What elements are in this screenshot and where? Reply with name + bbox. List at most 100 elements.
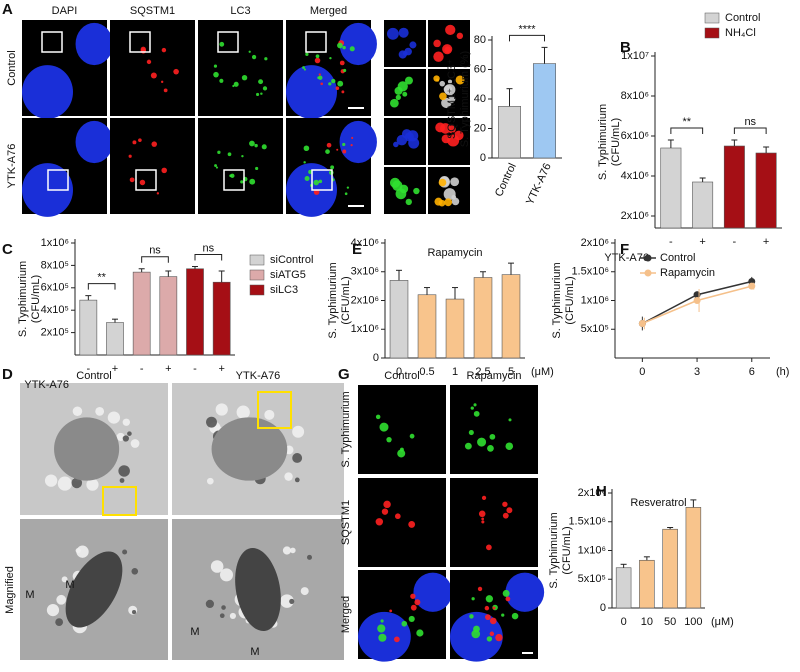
micrograph xyxy=(450,478,538,567)
signal xyxy=(264,57,268,61)
signal xyxy=(255,166,259,171)
signal xyxy=(72,406,83,417)
signal xyxy=(342,142,346,147)
row-label: Merged xyxy=(340,596,352,633)
signal xyxy=(390,98,399,108)
signal xyxy=(214,164,217,168)
signal xyxy=(442,44,453,55)
signal xyxy=(443,188,456,201)
bar xyxy=(692,181,714,229)
column-label: DAPI xyxy=(52,5,78,17)
signal xyxy=(206,477,214,485)
signal xyxy=(221,605,226,610)
marker-label: M xyxy=(250,646,259,658)
bar xyxy=(473,277,493,359)
signal xyxy=(408,137,420,149)
y-tick-label: 1x10⁶ xyxy=(41,237,69,249)
signal xyxy=(473,403,477,407)
y-axis-label: SQSTM1⁺ LC3⁺ xyxy=(446,59,458,139)
signal xyxy=(413,187,420,195)
signal xyxy=(86,478,99,491)
signal xyxy=(489,631,495,637)
signal xyxy=(132,140,137,145)
row-label: S. Typhimurium xyxy=(340,391,352,467)
y-tick-label: 5x10⁵ xyxy=(578,573,606,585)
signal xyxy=(318,73,321,76)
y-axis-label: (CFU/mL) xyxy=(561,526,573,574)
signal xyxy=(303,68,307,71)
x-tick-label: 0.5 xyxy=(419,366,434,378)
signal xyxy=(300,587,309,596)
signal xyxy=(439,80,446,87)
signal xyxy=(232,84,235,88)
signal xyxy=(260,92,263,95)
signal xyxy=(294,477,300,483)
signal xyxy=(131,567,139,575)
signal xyxy=(408,520,416,528)
signal xyxy=(161,47,167,53)
signal xyxy=(435,122,446,133)
signal xyxy=(139,179,146,186)
y-tick-label: 60 xyxy=(474,63,486,75)
roi-box xyxy=(311,169,333,191)
x-tick-label: + xyxy=(699,236,705,248)
signal xyxy=(455,75,465,85)
x-tick-label: - xyxy=(669,236,673,248)
em-bacterium xyxy=(235,547,281,632)
signal xyxy=(447,134,460,147)
bar xyxy=(445,298,465,359)
signal xyxy=(489,433,496,440)
point xyxy=(748,282,756,290)
signal xyxy=(118,465,130,477)
signal xyxy=(404,76,413,85)
signal xyxy=(122,435,129,442)
roi-box xyxy=(129,31,151,53)
signal xyxy=(414,599,421,606)
marker-label: M xyxy=(190,626,199,638)
marker-label: M xyxy=(65,579,74,591)
y-tick-label: 1x10⁶ xyxy=(581,294,609,306)
signal xyxy=(314,191,317,194)
signal xyxy=(173,68,179,75)
signal xyxy=(416,629,424,637)
roi-box xyxy=(217,31,239,53)
chart-title: Resveratrol xyxy=(630,497,686,509)
signal xyxy=(128,154,132,158)
y-tick-label: 1x10⁶ xyxy=(351,323,379,335)
signal xyxy=(469,614,474,619)
legend-swatch xyxy=(704,12,720,24)
micrograph xyxy=(358,385,446,474)
signal xyxy=(303,145,310,152)
signal xyxy=(447,79,453,84)
x-axis-title: YTK-A76 xyxy=(24,379,69,391)
bar xyxy=(389,280,409,359)
signal xyxy=(485,595,494,603)
signal xyxy=(256,92,260,97)
signal xyxy=(46,603,60,617)
y-tick-label: 2x10⁵ xyxy=(41,327,69,339)
signal xyxy=(328,82,332,86)
micrograph xyxy=(110,20,195,116)
signal xyxy=(404,47,412,56)
signal xyxy=(163,88,168,93)
bar xyxy=(662,528,678,609)
signal xyxy=(258,79,264,85)
y-tick-label: 3x10⁶ xyxy=(351,266,379,278)
micrograph xyxy=(450,385,538,474)
legend-marker xyxy=(644,254,652,262)
signal xyxy=(130,439,140,448)
signal xyxy=(119,478,125,483)
signal xyxy=(492,606,496,610)
legend-label: Control xyxy=(660,252,695,264)
x-tick-label: 6 xyxy=(749,366,755,378)
signal xyxy=(307,554,312,560)
panel-letter: H xyxy=(596,483,607,500)
signal xyxy=(337,80,344,87)
legend-label: NH₄Cl xyxy=(725,27,756,39)
signal xyxy=(284,472,293,481)
signal xyxy=(314,57,321,64)
signal xyxy=(151,141,158,147)
x-tick-label: + xyxy=(218,363,224,375)
roi-box xyxy=(223,169,245,191)
nucleus xyxy=(75,120,113,164)
